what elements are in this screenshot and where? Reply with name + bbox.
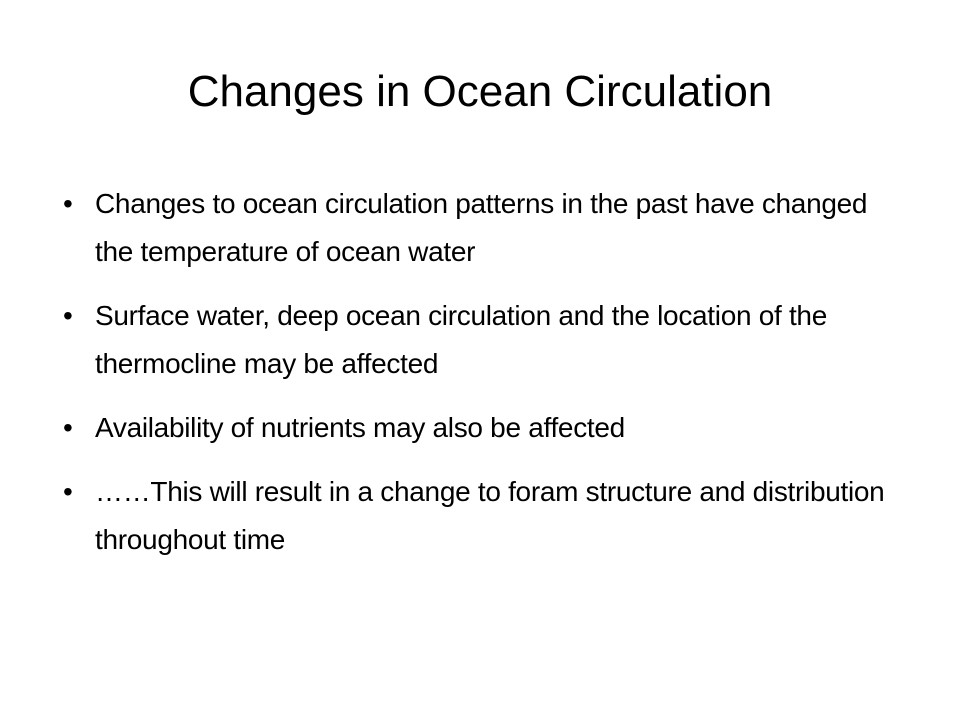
bullet-list: Changes to ocean circulation patterns in… [63,180,885,580]
bullet: ……This will result in a change to foram … [63,468,885,564]
bullet: Availability of nutrients may also be af… [63,404,885,452]
bullet: Surface water, deep ocean circulation an… [63,292,885,388]
slide-title: Changes in Ocean Circulation [187,67,773,116]
bullet: Changes to ocean circulation patterns in… [63,180,885,276]
